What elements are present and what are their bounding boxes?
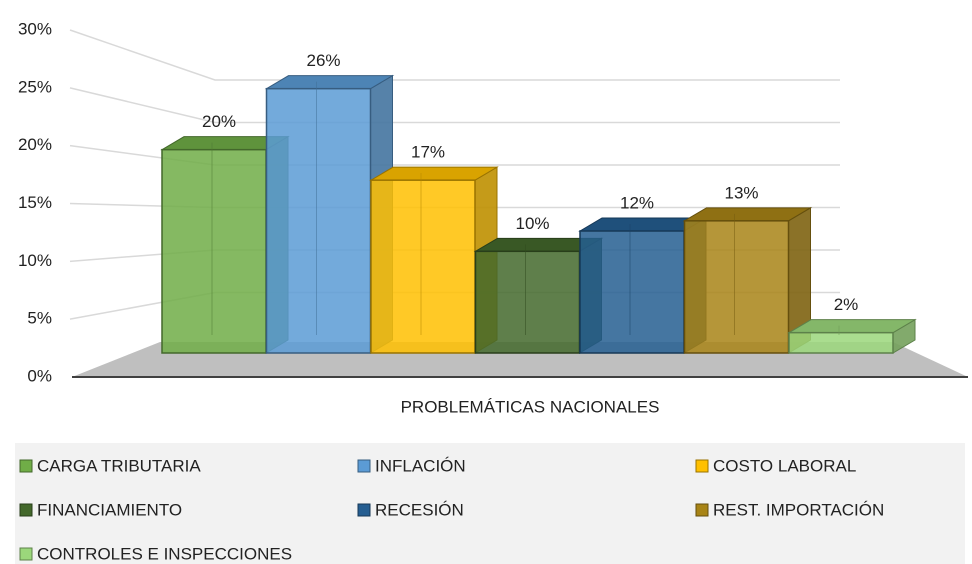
legend-box: [15, 443, 965, 564]
y-tick-label: 10%: [18, 251, 52, 270]
data-label: 17%: [411, 143, 445, 162]
bar-top: [369, 166, 499, 181]
data-label: 10%: [515, 214, 549, 233]
legend-label: CARGA TRIBUTARIA: [37, 456, 201, 475]
legend-label: REST. IMPORTACIÓN: [713, 500, 884, 519]
y-tick-label: 30%: [18, 19, 52, 38]
y-tick-label: 0%: [27, 366, 52, 385]
legend-swatch: [695, 503, 709, 517]
legend-swatch: [19, 503, 33, 517]
bar: [683, 220, 790, 354]
legend-label: INFLACIÓN: [375, 456, 466, 475]
bar: [265, 87, 372, 354]
legend-swatch: [19, 547, 33, 561]
legend-label: CONTROLES E INSPECCIONES: [37, 544, 292, 563]
bar: [474, 250, 581, 354]
data-label: 13%: [724, 183, 758, 202]
y-tick-label: 15%: [18, 193, 52, 212]
bar-top: [264, 75, 395, 90]
data-label: 12%: [620, 193, 654, 212]
legend-label: COSTO LABORAL: [713, 456, 856, 475]
grid-line: [69, 87, 840, 124]
legend-swatch: [19, 459, 33, 473]
bar: [161, 148, 267, 354]
x-axis-label: PROBLEMÁTICAS NACIONALES: [401, 397, 660, 416]
legend-swatch: [357, 503, 371, 517]
bar-top: [787, 319, 917, 334]
data-label: 26%: [306, 51, 340, 70]
y-tick-label: 20%: [18, 135, 52, 154]
y-tick-label: 5%: [27, 309, 52, 328]
grid-line: [69, 29, 840, 81]
legend-swatch: [357, 459, 371, 473]
bar: [788, 331, 894, 354]
legend-swatch: [695, 459, 709, 473]
bar-top: [682, 207, 813, 222]
y-tick-label: 25%: [18, 77, 52, 96]
data-label: 20%: [202, 112, 236, 131]
data-label: 2%: [834, 295, 859, 314]
bar: [579, 230, 685, 354]
legend-label: RECESIÓN: [375, 500, 464, 519]
bar: [370, 179, 476, 354]
legend-label: FINANCIAMIENTO: [37, 500, 182, 519]
